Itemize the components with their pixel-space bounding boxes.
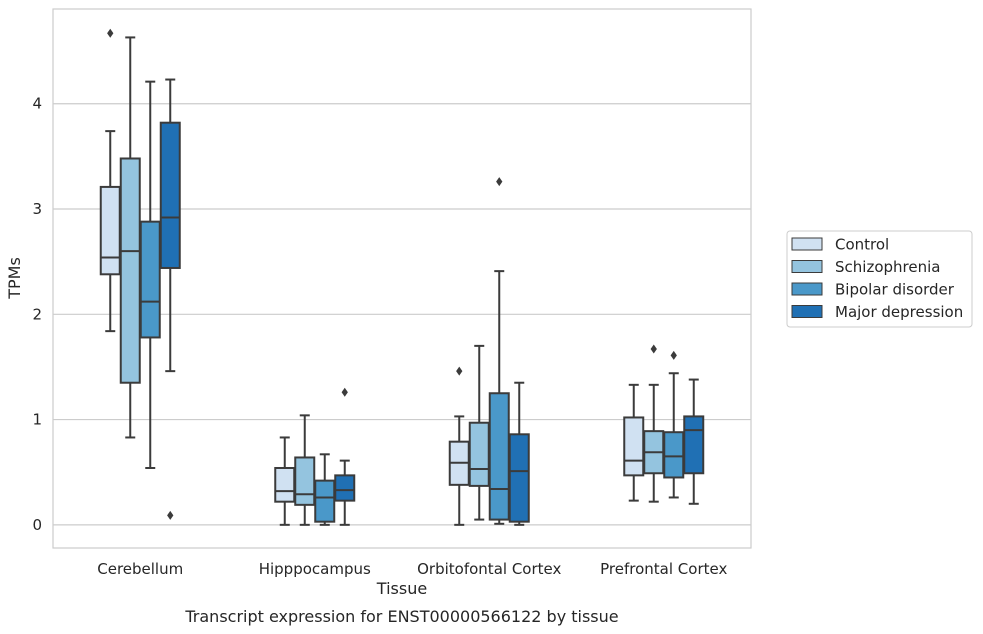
outlier-point <box>456 366 463 376</box>
y-tick-label: 0 <box>32 516 42 534</box>
outlier-point <box>650 344 657 354</box>
box-iqr <box>99 185 121 276</box>
box-3-2 <box>663 350 685 499</box>
legend-swatch <box>791 282 823 296</box>
box-iqr <box>488 392 510 521</box>
outlier-point <box>167 510 174 520</box>
legend-swatch <box>791 260 823 273</box>
legend-label: Schizophrenia <box>835 258 940 276</box>
box-2-0 <box>448 366 470 526</box>
box-iqr <box>159 121 181 269</box>
x-tick-label: Cerebellum <box>97 560 183 578</box>
y-axis-ticks: 0 1 2 3 4 <box>32 95 42 534</box>
box-iqr <box>468 421 490 487</box>
box-iqr <box>334 474 356 502</box>
box-iqr <box>663 431 685 479</box>
y-tick-label: 3 <box>32 200 42 218</box>
legend-label: Control <box>835 236 889 254</box>
x-tick-label: Hipppocampus <box>259 560 371 578</box>
x-axis-label: Tissue <box>376 579 427 598</box>
box-iqr <box>139 220 161 339</box>
y-axis-label: TPMs <box>5 257 24 300</box>
box-2-1 <box>468 344 490 521</box>
legend-swatch <box>791 305 823 318</box>
y-tick-label: 1 <box>32 411 42 429</box>
outlier-point <box>496 177 503 187</box>
chart-caption: Transcript expression for ENST0000056612… <box>184 607 618 626</box>
box-groups <box>99 28 705 526</box>
box-iqr <box>683 415 705 475</box>
box-2-3 <box>508 381 530 526</box>
legend: Control Schizophrenia Bipolar disorder Majo… <box>786 230 973 328</box>
legend-frame <box>786 230 973 328</box>
y-tick-label: 4 <box>32 95 42 113</box>
outlier-point <box>670 350 677 360</box>
box-iqr <box>294 456 316 506</box>
box-iqr <box>274 466 296 503</box>
y-tick-label: 2 <box>32 305 42 323</box>
outlier-point <box>107 28 114 38</box>
x-axis-ticks: Cerebellum Hipppocampus Orbitofontal Corte… <box>97 560 727 578</box>
box-1-3 <box>334 387 356 526</box>
box-3-0 <box>623 383 645 502</box>
box-3-3 <box>683 378 705 505</box>
box-0-3 <box>159 78 181 520</box>
box-0-2 <box>139 80 161 469</box>
x-tick-label: Orbitofontal Cortex <box>417 560 561 578</box>
box-iqr <box>314 479 336 523</box>
box-iqr <box>508 433 530 523</box>
box-iqr <box>119 157 141 384</box>
box-0-0 <box>99 28 121 333</box>
box-iqr <box>623 416 645 477</box>
x-tick-label: Prefrontal Cortex <box>600 560 727 578</box>
box-3-1 <box>643 344 665 503</box>
legend-swatch <box>791 237 823 251</box>
box-1-0 <box>274 436 296 526</box>
legend-label: Bipolar disorder <box>835 281 955 299</box>
box-1-2 <box>314 453 336 526</box>
outlier-point <box>341 387 348 397</box>
legend-label: Major depression <box>835 303 963 321</box>
